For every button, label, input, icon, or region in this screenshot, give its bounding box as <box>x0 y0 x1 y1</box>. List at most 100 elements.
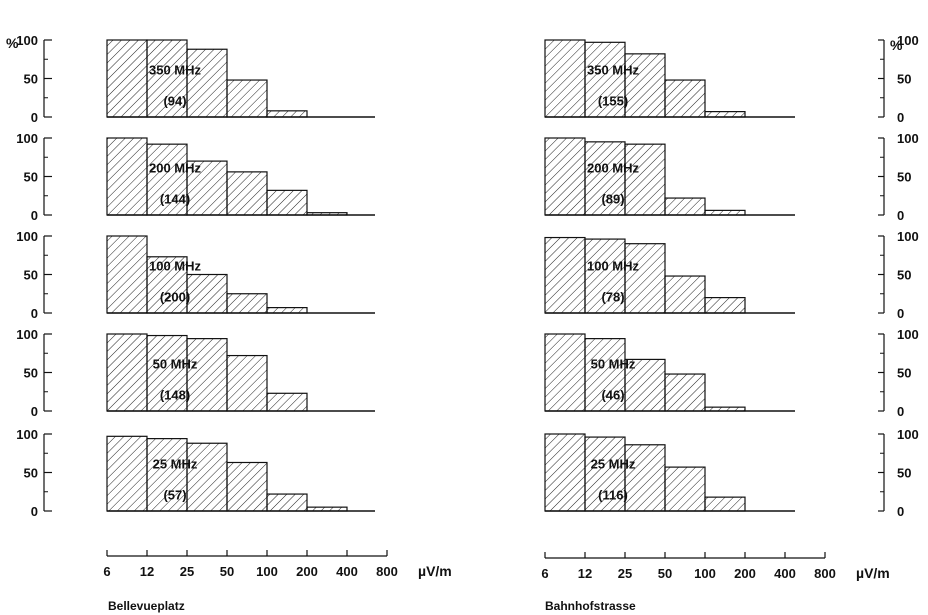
x-axis: 6 12 25 50 100 200 400 800 <box>541 552 836 581</box>
y-tick-label: 0 <box>31 110 38 125</box>
bar <box>624 143 666 216</box>
bar <box>226 354 268 412</box>
sample-count-label: (155) <box>598 93 628 108</box>
x-tick-label: 400 <box>336 564 358 579</box>
sample-count-label: (57) <box>163 487 186 502</box>
frequency-label: 50 MHz <box>153 357 198 372</box>
y-axis: 0 50 100 <box>16 229 52 321</box>
y-axis: 0 50 100 <box>878 33 919 125</box>
y-tick-label: 0 <box>897 504 904 519</box>
x-tick-label: 50 <box>658 566 672 581</box>
bar <box>186 273 228 314</box>
sample-count-label: (46) <box>601 387 624 402</box>
y-tick-label: 0 <box>897 110 904 125</box>
location-label-bellevueplatz: Bellevueplatz <box>108 599 185 613</box>
bar <box>146 256 188 314</box>
y-tick-label: 50 <box>24 466 38 481</box>
y-tick-label: 100 <box>897 327 919 342</box>
panel-350-mhz: 0 50 100 350 MHz (94) <box>16 33 375 125</box>
y-tick-label: 0 <box>897 208 904 223</box>
x-axis: 6 12 25 50 100 200 400 800 <box>103 550 398 579</box>
bar <box>664 373 706 412</box>
frequency-label: 200 MHz <box>587 161 640 176</box>
bar <box>106 435 148 512</box>
bar <box>106 235 148 314</box>
bar <box>624 358 666 412</box>
y-axis: 0 50 100 <box>878 229 919 321</box>
panel-200-mhz: 0 50 100 200 MHz (89) <box>544 131 919 223</box>
y-tick-label: 100 <box>16 229 38 244</box>
bar <box>146 438 188 512</box>
plot-area: 0 50 100 350 MHz (94) 0 50 100 200 MHz (144) 0 50 10… <box>16 33 918 581</box>
bar <box>624 243 666 314</box>
bar <box>266 493 308 512</box>
sample-count-label: (116) <box>598 487 628 502</box>
x-tick-label: 200 <box>734 566 756 581</box>
x-tick-label: 800 <box>376 564 398 579</box>
x-unit-left: µV/m <box>418 563 452 579</box>
x-tick-label: 6 <box>541 566 548 581</box>
y-tick-label: 100 <box>897 33 919 48</box>
panel-100-mhz: 0 50 100 100 MHz (78) <box>544 229 919 321</box>
bar <box>624 53 666 118</box>
bar <box>266 392 308 412</box>
frequency-label: 25 MHz <box>591 457 636 472</box>
bar <box>146 39 188 118</box>
percent-label-right: % <box>890 37 903 53</box>
y-tick-label: 50 <box>24 366 38 381</box>
y-axis: 0 50 100 <box>16 327 52 419</box>
frequency-label: 50 MHz <box>591 357 636 372</box>
bar <box>186 48 228 118</box>
x-unit-right: µV/m <box>856 565 890 581</box>
y-tick-label: 0 <box>31 306 38 321</box>
panel-25-mhz: 0 50 100 25 MHz (116) <box>544 427 919 519</box>
bar <box>664 197 706 216</box>
bar <box>226 293 268 314</box>
bar <box>226 461 268 512</box>
y-axis: 0 50 100 <box>878 427 919 519</box>
bar <box>624 444 666 512</box>
y-axis: 0 50 100 <box>878 131 919 223</box>
y-tick-label: 100 <box>16 327 38 342</box>
panel-50-mhz: 0 50 100 50 MHz (148) <box>16 327 375 419</box>
bar <box>106 137 148 216</box>
panel-200-mhz: 0 50 100 200 MHz (144) <box>16 131 375 223</box>
bar <box>146 143 188 216</box>
bar <box>584 238 626 314</box>
y-tick-label: 100 <box>16 427 38 442</box>
sample-count-label: (148) <box>160 387 190 402</box>
y-tick-label: 0 <box>897 404 904 419</box>
panel-25-mhz: 0 50 100 25 MHz (57) <box>16 427 375 519</box>
bar <box>186 338 228 412</box>
sample-count-label: (144) <box>160 191 190 206</box>
bar <box>664 79 706 118</box>
bar <box>186 442 228 512</box>
bar <box>664 275 706 314</box>
y-tick-label: 50 <box>24 268 38 283</box>
y-tick-label: 100 <box>897 131 919 146</box>
x-tick-label: 6 <box>103 564 110 579</box>
x-tick-label: 25 <box>618 566 632 581</box>
frequency-label: 350 MHz <box>149 63 202 78</box>
bar <box>584 141 626 216</box>
sample-count-label: (89) <box>601 191 624 206</box>
frequency-label: 350 MHz <box>587 63 640 78</box>
bar <box>146 334 188 412</box>
percent-label-left: % <box>6 35 19 51</box>
bar <box>544 433 586 512</box>
x-tick-label: 400 <box>774 566 796 581</box>
y-tick-label: 50 <box>897 366 911 381</box>
y-tick-label: 50 <box>897 466 911 481</box>
frequency-label: 100 MHz <box>587 259 640 274</box>
sample-count-label: (200) <box>160 289 190 304</box>
bar <box>544 39 586 118</box>
sample-count-label: (94) <box>163 93 186 108</box>
bar <box>584 338 626 412</box>
location-label-bahnhofstrasse: Bahnhofstrasse <box>545 599 636 613</box>
x-tick-label: 800 <box>814 566 836 581</box>
x-tick-label: 12 <box>140 564 154 579</box>
bar <box>226 171 268 216</box>
bar <box>186 160 228 216</box>
bar <box>266 110 308 118</box>
